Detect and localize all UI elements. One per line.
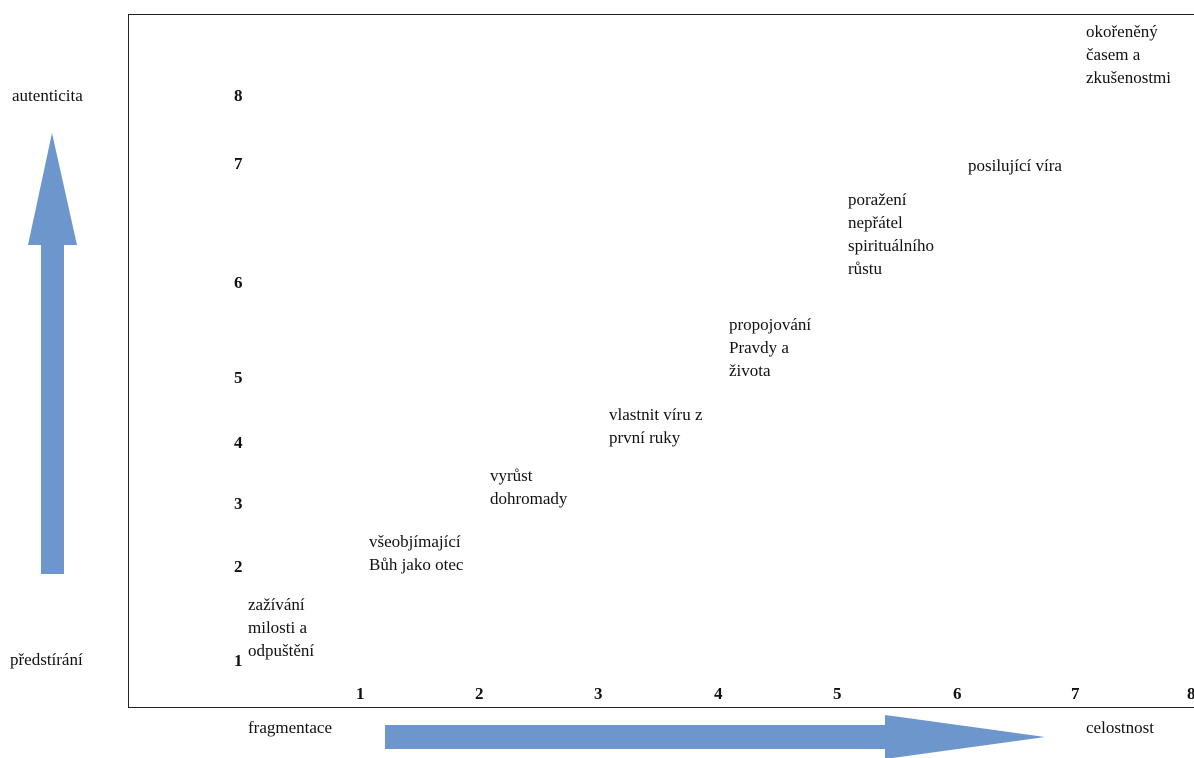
x-tick-4: 4 bbox=[714, 684, 723, 703]
stage-6: poražení nepřátel spirituálního růstu bbox=[848, 190, 934, 278]
x-right-label: celostnost bbox=[1086, 718, 1154, 737]
x-tick-7: 7 bbox=[1071, 684, 1080, 703]
x-tick-8: 8 bbox=[1187, 684, 1194, 703]
y-top-label: autenticita bbox=[12, 86, 83, 105]
y-bottom-label: předstírání bbox=[10, 650, 83, 669]
y-tick-3: 3 bbox=[234, 494, 243, 513]
stage-3: vyrůst dohromady bbox=[490, 466, 568, 508]
x-left-label: fragmentace bbox=[248, 718, 332, 737]
x-tick-5: 5 bbox=[833, 684, 842, 703]
right-arrow-icon bbox=[385, 715, 1045, 758]
y-tick-6: 6 bbox=[234, 273, 243, 292]
y-tick-5: 5 bbox=[234, 368, 243, 387]
stage-4: vlastnit víru z první ruky bbox=[609, 405, 703, 447]
y-tick-8: 8 bbox=[234, 86, 243, 105]
y-tick-4: 4 bbox=[234, 433, 243, 452]
stage-1: zažívání milosti a odpuštění bbox=[248, 595, 315, 660]
up-arrow-icon bbox=[28, 133, 77, 574]
stage-7: posilující víra bbox=[968, 156, 1062, 175]
x-tick-2: 2 bbox=[475, 684, 484, 703]
x-tick-6: 6 bbox=[953, 684, 962, 703]
x-tick-3: 3 bbox=[594, 684, 603, 703]
y-tick-2: 2 bbox=[234, 557, 243, 576]
y-tick-7: 7 bbox=[234, 154, 243, 173]
stage-5: propojování Pravdy a života bbox=[729, 315, 812, 380]
stage-8: okořeněný časem a zkušenostmi bbox=[1086, 22, 1171, 87]
diagram-frame bbox=[128, 14, 1194, 708]
stage-2: všeobjímající Bůh jako otec bbox=[369, 532, 464, 574]
y-tick-1: 1 bbox=[234, 651, 243, 670]
x-tick-1: 1 bbox=[356, 684, 365, 703]
